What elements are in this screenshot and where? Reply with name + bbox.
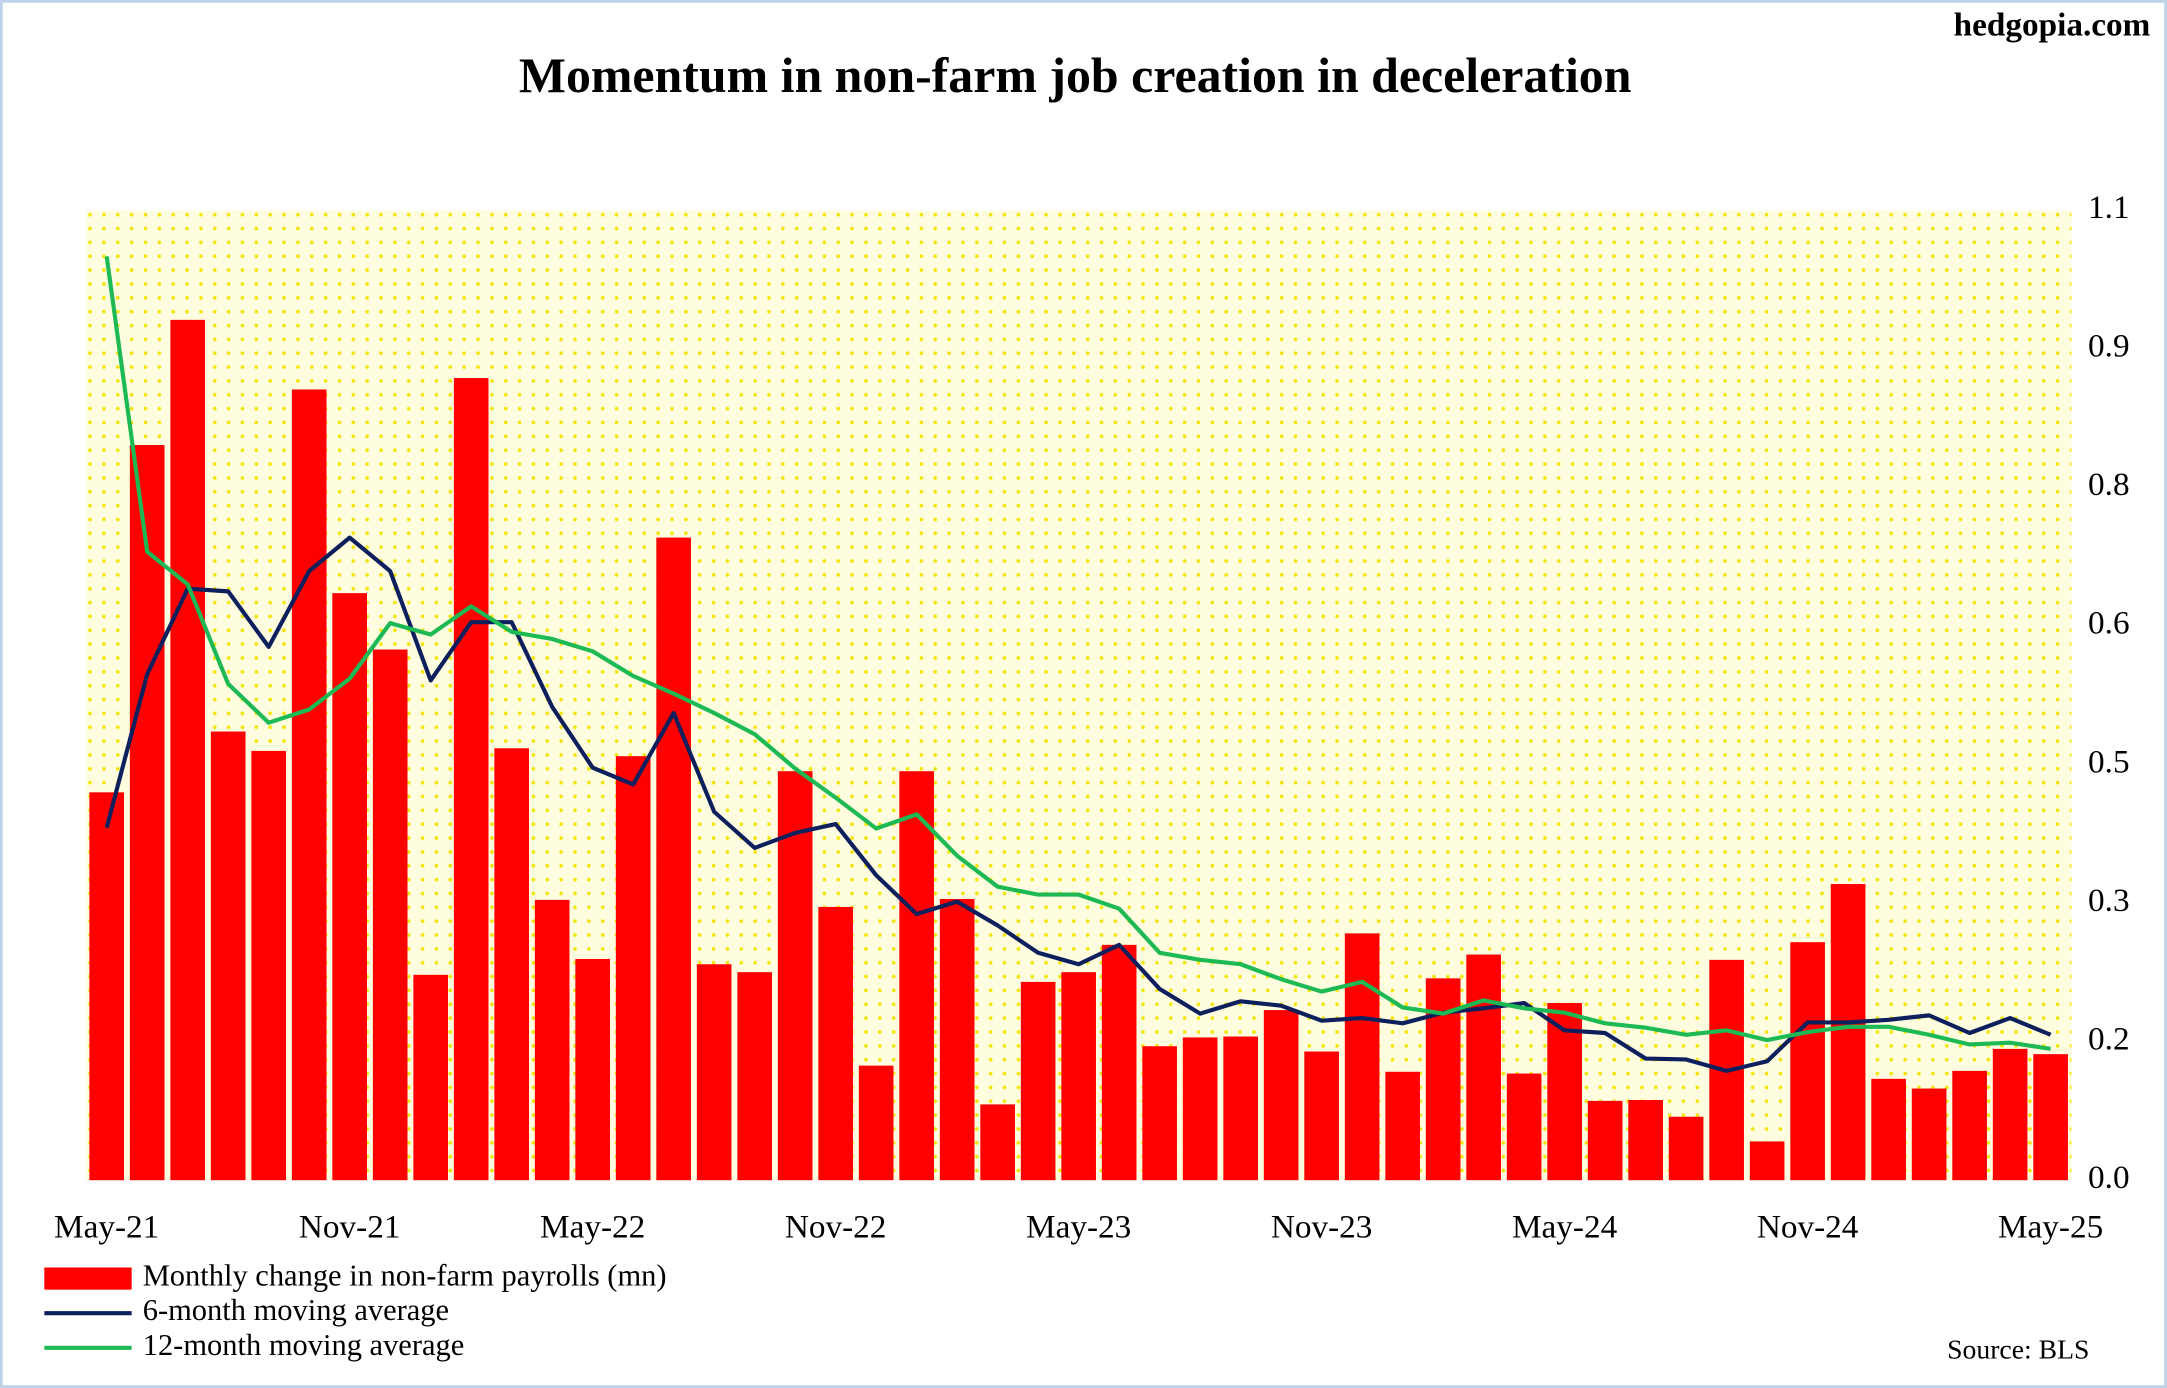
- bar: [858, 1065, 894, 1181]
- bar: [737, 972, 772, 1181]
- legend-swatch: [44, 1267, 132, 1290]
- bar: [1628, 1099, 1663, 1181]
- chart-title: Momentum in non-farm job creation in dec…: [519, 48, 1632, 103]
- y-tick-label: 0.8: [2088, 466, 2130, 503]
- bar: [1992, 1048, 2028, 1181]
- bar: [1952, 1070, 1987, 1181]
- x-tick-label: May-23: [1026, 1209, 1131, 1246]
- bar: [251, 750, 287, 1181]
- bar: [1101, 944, 1137, 1181]
- x-tick-label: Nov-23: [1271, 1209, 1373, 1246]
- bar: [210, 731, 246, 1181]
- bar: [1223, 1036, 1258, 1181]
- bar: [129, 445, 165, 1181]
- bar: [1182, 1037, 1218, 1181]
- legend-label: 6-month moving average: [143, 1293, 449, 1327]
- bar: [291, 389, 327, 1181]
- y-tick-label: 0.6: [2088, 604, 2130, 641]
- y-tick-label: 0.5: [2088, 744, 2130, 781]
- bar: [1142, 1046, 1177, 1181]
- bar: [1668, 1116, 1704, 1181]
- bar: [939, 899, 975, 1181]
- bar: [696, 964, 732, 1181]
- bar: [1587, 1100, 1623, 1181]
- x-tick-label: May-25: [1998, 1209, 2103, 1246]
- legend-label: 12-month moving average: [143, 1328, 465, 1362]
- x-tick-label: May-22: [540, 1209, 645, 1246]
- bar: [453, 378, 489, 1181]
- line: [104, 256, 2051, 1051]
- bar: [372, 649, 408, 1181]
- bar: [1263, 1010, 1299, 1181]
- bar: [980, 1104, 1015, 1181]
- bar: [1871, 1078, 1906, 1181]
- bar: [575, 958, 610, 1181]
- bar: [615, 756, 651, 1181]
- bar: [332, 593, 367, 1181]
- x-tick-label: Nov-22: [785, 1209, 887, 1246]
- bar: [1020, 981, 1056, 1181]
- y-tick-label: 0.2: [2088, 1020, 2130, 1057]
- y-tick-label: 0.0: [2088, 1159, 2130, 1196]
- bar: [818, 906, 853, 1181]
- bar: [1466, 954, 1501, 1181]
- bar: [2033, 1054, 2068, 1181]
- bar: [534, 899, 570, 1181]
- bar: [413, 974, 448, 1181]
- x-tick-label: Nov-21: [299, 1209, 401, 1246]
- y-tick-label: 0.3: [2088, 882, 2130, 919]
- bar: [89, 792, 125, 1181]
- bar: [1830, 884, 1866, 1181]
- bar: [1749, 1141, 1785, 1181]
- bar: [1506, 1073, 1542, 1181]
- bar: [1304, 1051, 1339, 1181]
- x-tick-label: May-21: [54, 1209, 159, 1246]
- bar: [1911, 1088, 1947, 1181]
- legend-label: Monthly change in non-farm payrolls (mn): [143, 1259, 667, 1293]
- bar: [899, 771, 934, 1181]
- line: [104, 535, 2052, 1073]
- bar: [1344, 933, 1380, 1181]
- bar: [494, 748, 529, 1181]
- source: Source: BLS: [1947, 1333, 2089, 1364]
- bar: [656, 537, 691, 1181]
- x-tick-label: May-24: [1512, 1209, 1618, 1246]
- bar: [1385, 1071, 1420, 1181]
- bar: [1790, 942, 1825, 1181]
- bar: [1061, 972, 1096, 1181]
- bar: [170, 319, 206, 1181]
- y-tick-label: 0.9: [2088, 328, 2130, 365]
- y-tick-label: 1.1: [2088, 189, 2130, 226]
- x-tick-label: Nov-24: [1757, 1209, 1859, 1246]
- watermark: hedgopia.com: [1954, 6, 2151, 43]
